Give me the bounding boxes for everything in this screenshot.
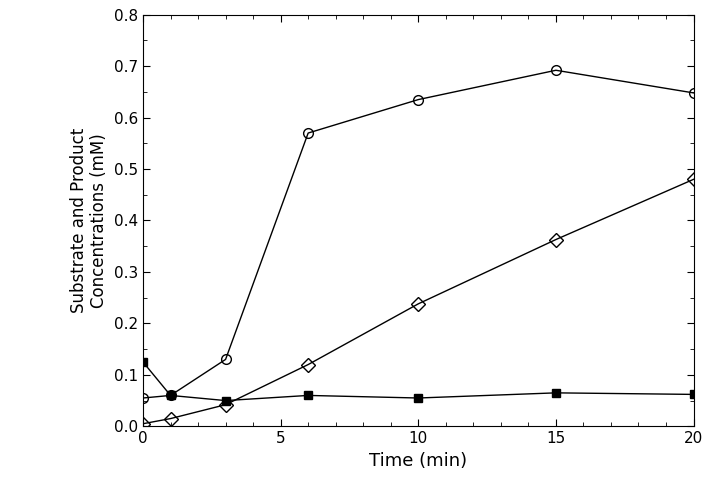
3-CA bbox=[414, 301, 423, 307]
Y-axis label: Substrate and Product
Concentrations (mM): Substrate and Product Concentrations (mM… bbox=[69, 128, 109, 313]
3-CB bbox=[139, 395, 147, 401]
1,3-DCB bbox=[139, 359, 147, 365]
3-CA bbox=[166, 416, 175, 421]
Line: 3-CA: 3-CA bbox=[138, 174, 699, 429]
3-CB bbox=[414, 97, 423, 102]
X-axis label: Time (min): Time (min) bbox=[369, 452, 468, 470]
1,3-DCB bbox=[304, 392, 312, 398]
3-CA bbox=[139, 421, 147, 427]
1,3-DCB bbox=[221, 398, 230, 404]
3-CB bbox=[221, 357, 230, 363]
Line: 1,3-DCB: 1,3-DCB bbox=[139, 358, 698, 405]
1,3-DCB bbox=[552, 390, 561, 396]
3-CA bbox=[552, 237, 561, 243]
1,3-DCB bbox=[414, 395, 423, 401]
3-CA bbox=[689, 176, 698, 182]
Line: 3-CB: 3-CB bbox=[138, 65, 699, 403]
3-CB bbox=[304, 130, 312, 136]
1,3-DCB bbox=[689, 392, 698, 397]
3-CB bbox=[689, 90, 698, 96]
3-CB bbox=[552, 67, 561, 73]
3-CA bbox=[304, 362, 312, 368]
1,3-DCB bbox=[166, 392, 175, 398]
3-CB bbox=[166, 392, 175, 398]
3-CA bbox=[221, 402, 230, 408]
